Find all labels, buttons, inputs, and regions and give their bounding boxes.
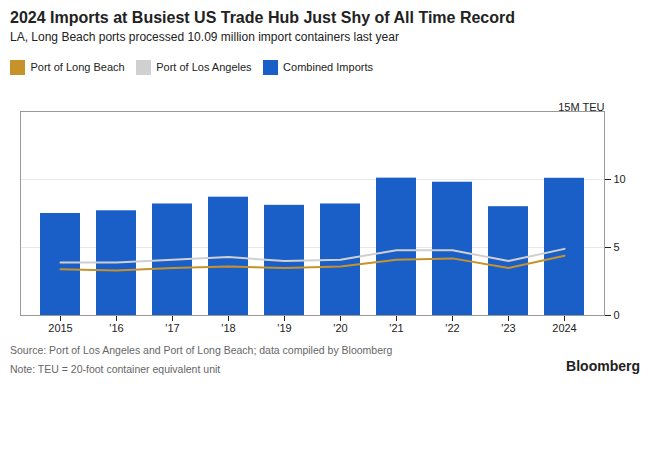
svg-text:5: 5 xyxy=(614,241,620,253)
svg-text:'16: '16 xyxy=(109,323,123,335)
html-text:Port of Los Angeles: Port of Los Angeles xyxy=(156,61,252,74)
svg-text:'19: '19 xyxy=(277,323,291,335)
svg-text:0: 0 xyxy=(614,309,620,321)
svg-text:10: 10 xyxy=(614,173,626,185)
svg-text:'22: '22 xyxy=(445,323,459,335)
html-text:Port of Long Beach: Port of Long Beach xyxy=(30,61,125,74)
html-text:Combined Imports: Combined Imports xyxy=(283,61,373,74)
svg-text:'21: '21 xyxy=(389,323,403,335)
svg-text:'20: '20 xyxy=(333,323,347,335)
svg-text:2015: 2015 xyxy=(48,323,72,335)
html-text:Source: Port of Los Angeles an: Source: Port of Los Angeles and Port of … xyxy=(10,344,393,357)
html-text:Bloomberg: Bloomberg xyxy=(566,358,640,375)
html-text:Note: TEU = 20-foot container: Note: TEU = 20-foot container equivalent… xyxy=(10,363,221,376)
html-text:2024 Imports at Busiest US Tra: 2024 Imports at Busiest US Trade Hub Jus… xyxy=(10,9,515,26)
svg-text:'23: '23 xyxy=(501,323,515,335)
html-text:LA, Long Beach ports processed: LA, Long Beach ports processed 10.09 mil… xyxy=(10,30,399,45)
svg-text:2024: 2024 xyxy=(552,323,576,335)
svg-text:'18: '18 xyxy=(221,323,235,335)
svg-text:'17: '17 xyxy=(165,323,179,335)
svg-text:15M TEU: 15M TEU xyxy=(558,102,604,114)
